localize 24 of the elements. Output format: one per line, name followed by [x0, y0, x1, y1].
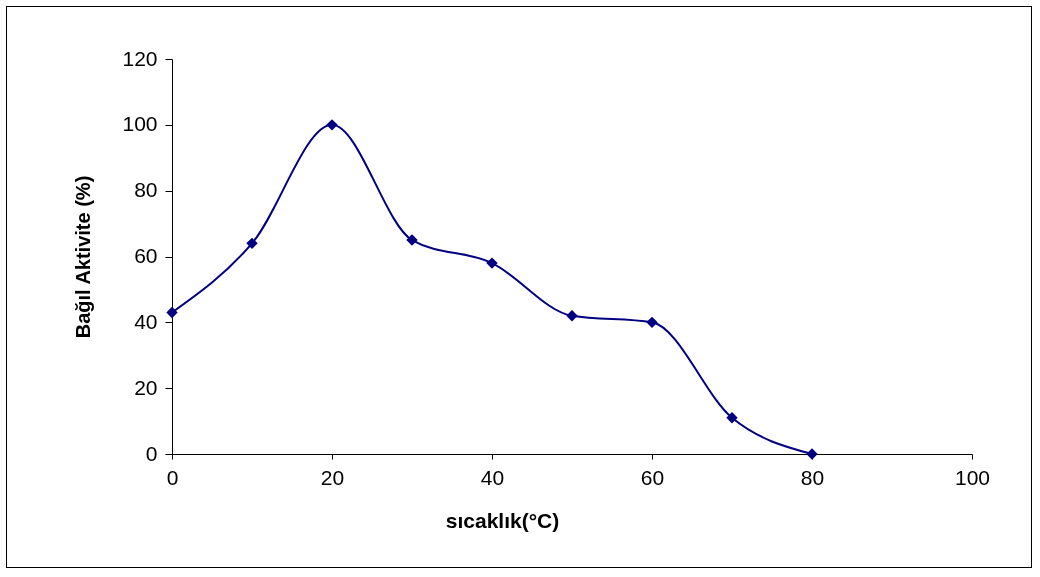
- x-tick-label: 80: [800, 465, 825, 489]
- point: [246, 237, 258, 250]
- y-tick-label: 100: [122, 112, 158, 136]
- y-tick-label: 0: [145, 441, 158, 465]
- point: [406, 234, 418, 246]
- point: [566, 310, 578, 322]
- y-axis-title: Bağıl Aktivite (%): [72, 175, 95, 339]
- x-tick-label: 60: [640, 465, 665, 489]
- y-tick-label: 80: [134, 178, 158, 202]
- x-tick-label: 0: [166, 465, 179, 489]
- point: [486, 257, 498, 269]
- y-tick-label: 40: [134, 309, 158, 333]
- x-axis-title: sıcaklık(°C): [445, 508, 560, 532]
- x-tick-label: 100: [954, 465, 991, 489]
- point: [326, 119, 338, 131]
- point: [166, 306, 178, 319]
- y-tick-label: 120: [122, 46, 158, 70]
- point: [726, 412, 738, 424]
- x-tick-label: 20: [320, 465, 345, 489]
- y-tick-label: 20: [134, 375, 158, 399]
- y-tick-label: 60: [134, 244, 158, 267]
- point: [646, 316, 658, 329]
- point: [806, 448, 818, 460]
- x-tick-label: 40: [480, 465, 505, 489]
